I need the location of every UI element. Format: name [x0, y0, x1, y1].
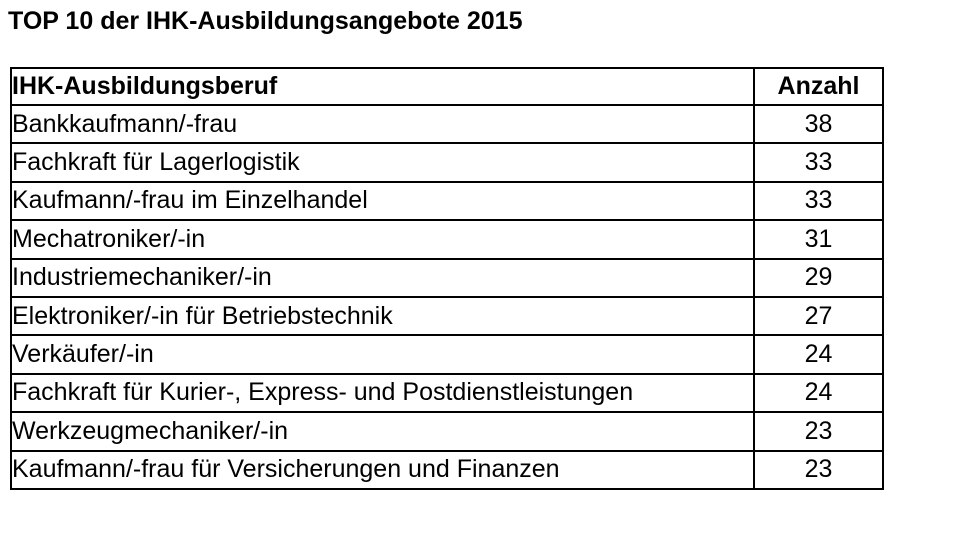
beruf-cell: Fachkraft für Lagerlogistik: [10, 142, 755, 183]
beruf-cell: Verkäufer/-in: [10, 334, 755, 375]
anzahl-cell: 23: [753, 449, 884, 491]
anzahl-cell: 24: [753, 372, 884, 414]
anzahl-cell: 24: [753, 334, 884, 375]
beruf-cell: Mechatroniker/-in: [10, 219, 755, 260]
table-row: Verkäufer/-in 24: [10, 334, 884, 375]
table-row: Kaufmann/-frau im Einzelhandel 33: [10, 180, 884, 222]
anzahl-cell: 23: [753, 411, 884, 452]
anzahl-cell: 38: [753, 103, 884, 145]
column-header-beruf: IHK-Ausbildungsberuf: [10, 67, 755, 106]
anzahl-cell: 29: [753, 257, 884, 298]
table-header-row: IHK-Ausbildungsberuf Anzahl: [10, 67, 884, 106]
page-title: TOP 10 der IHK-Ausbildungsangebote 2015: [8, 7, 523, 35]
beruf-cell: Werkzeugmechaniker/-in: [10, 411, 755, 452]
table-row: Werkzeugmechaniker/-in 23: [10, 411, 884, 452]
column-header-anzahl: Anzahl: [753, 67, 884, 106]
beruf-cell: Fachkraft für Kurier-, Express- und Post…: [10, 372, 755, 414]
table-row: Mechatroniker/-in 31: [10, 219, 884, 260]
table-body: Bankkaufmann/-frau 38 Fachkraft für Lagerl…: [10, 103, 884, 491]
table-row: Industriemechaniker/-in 29: [10, 257, 884, 298]
beruf-cell: Elektroniker/-in für Betriebstechnik: [10, 295, 755, 337]
table-header: IHK-Ausbildungsberuf Anzahl: [10, 67, 884, 106]
beruf-cell: Industriemechaniker/-in: [10, 257, 755, 298]
table-row: Bankkaufmann/-frau 38: [10, 103, 884, 145]
table-row: Kaufmann/-frau für Versicherungen und Fi…: [10, 449, 884, 491]
beruf-cell: Kaufmann/-frau im Einzelhandel: [10, 180, 755, 222]
anzahl-cell: 33: [753, 180, 884, 222]
anzahl-cell: 31: [753, 219, 884, 260]
beruf-cell: Kaufmann/-frau für Versicherungen und Fi…: [10, 449, 755, 491]
table-row: Elektroniker/-in für Betriebstechnik 27: [10, 295, 884, 337]
anzahl-cell: 33: [753, 142, 884, 183]
anzahl-cell: 27: [753, 295, 884, 337]
table-row: Fachkraft für Kurier-, Express- und Post…: [10, 372, 884, 414]
beruf-cell: Bankkaufmann/-frau: [10, 103, 755, 145]
top10-table: IHK-Ausbildungsberuf Anzahl Bankkaufmann…: [10, 67, 884, 491]
table-row: Fachkraft für Lagerlogistik 33: [10, 142, 884, 183]
